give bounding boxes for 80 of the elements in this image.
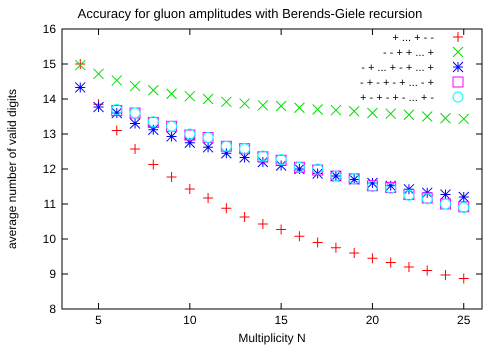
point: [276, 100, 287, 112]
point: [385, 108, 396, 120]
point: [312, 168, 324, 180]
x-tick-label: 20: [366, 313, 380, 327]
point: [220, 202, 232, 214]
y-tick-label: 12: [42, 162, 56, 176]
y-tick-label: 15: [42, 57, 56, 71]
chart-title: Accuracy for gluon amplitudes with Berends-Giele recursion: [78, 6, 422, 21]
point: [93, 68, 104, 80]
point: [220, 96, 232, 108]
x-tick-label: 5: [95, 313, 102, 327]
point: [366, 108, 378, 118]
point: [366, 178, 378, 188]
point: [202, 192, 214, 204]
point: [312, 237, 324, 248]
y-tick-label: 13: [42, 127, 56, 141]
x-axis-title: Multiplicity N: [238, 331, 306, 345]
point: [422, 111, 433, 122]
point: [330, 242, 342, 254]
point: [130, 144, 141, 155]
point: [239, 211, 250, 222]
point: [257, 156, 268, 168]
point: [239, 98, 250, 110]
point: [257, 218, 268, 230]
point: [422, 265, 433, 276]
point: [111, 108, 122, 118]
point: [74, 82, 86, 93]
point: [294, 230, 305, 242]
y-tick-label: 11: [44, 197, 56, 211]
y-tick-label: 9: [49, 267, 56, 281]
legend-label: - + - + - + ... - +: [360, 77, 434, 89]
x-tick-label: 15: [274, 313, 288, 327]
y-tick-label: 8: [49, 302, 56, 316]
y-axis-title: average number of valid digits: [5, 88, 19, 250]
point: [294, 102, 305, 114]
point: [403, 184, 414, 195]
point: [239, 152, 250, 163]
point: [403, 109, 414, 120]
point: [422, 187, 433, 198]
point: [111, 74, 122, 86]
point: [184, 90, 196, 102]
y-tick-label: 16: [42, 22, 56, 36]
point: [276, 224, 287, 236]
point: [166, 172, 178, 183]
point: [330, 104, 342, 116]
point: [366, 252, 378, 264]
point: [130, 118, 141, 129]
point: [385, 256, 396, 268]
legend-label: + - + - + - ... + -: [360, 92, 434, 104]
point: [458, 113, 470, 124]
point: [166, 88, 178, 100]
point: [257, 100, 268, 111]
point: [184, 137, 196, 148]
legend-label: - + ... + - + ... +: [361, 62, 434, 74]
point: [403, 262, 414, 272]
legend-label: - - + + ... +: [382, 47, 434, 59]
point: [348, 248, 360, 258]
point: [458, 273, 470, 284]
point: [148, 84, 159, 96]
point: [312, 104, 324, 115]
point: [184, 183, 196, 194]
x-tick-label: 25: [457, 313, 471, 327]
point: [148, 124, 159, 136]
point: [130, 80, 141, 92]
point: [111, 125, 122, 136]
point: [166, 130, 178, 142]
point: [202, 94, 214, 104]
point: [458, 192, 470, 202]
y-tick-label: 14: [42, 92, 56, 106]
legend-label: + ... + - -: [392, 32, 434, 44]
point: [348, 106, 360, 117]
point: [440, 112, 451, 124]
point: [202, 142, 214, 153]
point: [93, 102, 104, 113]
point: [148, 158, 159, 170]
x-tick-label: 10: [183, 313, 197, 327]
point: [440, 189, 451, 200]
y-tick-label: 10: [42, 232, 56, 246]
point: [440, 270, 451, 281]
point: [276, 160, 287, 171]
